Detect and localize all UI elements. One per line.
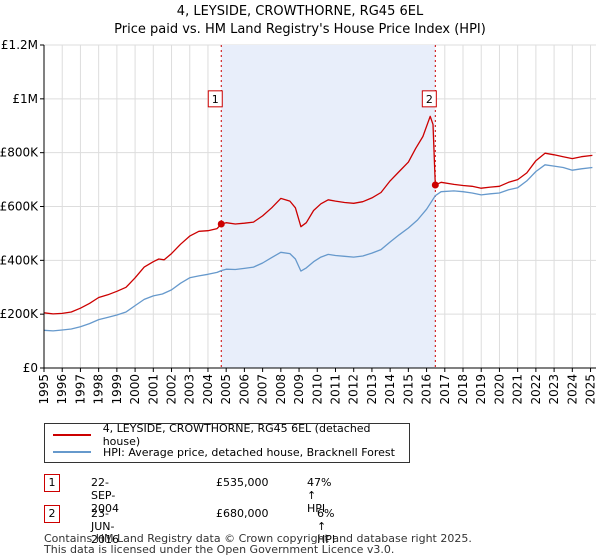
sale-point [217,220,225,228]
x-tick-label: 2004 [201,374,215,405]
x-tick-label: 2000 [128,374,142,405]
x-tick-label: 1995 [37,374,51,405]
sale-price: £680,000 [216,507,269,520]
footer-licence: This data is licensed under the Open Gov… [44,543,395,556]
sale-point [431,181,439,189]
sale-hpi-change: 6% ↑ HPI [317,507,336,546]
y-tick-label: £0 [23,361,38,375]
x-tick-label: 2015 [401,374,415,405]
footer-copyright: Contains HM Land Registry data © Crown c… [44,532,472,545]
ownership-shading [221,45,436,368]
chart-axes: £0 £200K £400K £600K £800K £1M £1.2M 1995 1996 19… [0,38,598,405]
property-price-line [43,115,593,315]
x-tick-label: 2011 [328,374,342,405]
sale-marker-label: 1 [212,93,219,106]
legend-swatch-hpi [53,451,91,453]
y-tick-label: £400K [0,253,39,267]
legend-swatch-property [53,434,91,436]
x-tick-label: 2017 [438,374,452,405]
sale-marker-box [421,90,437,108]
hpi-line [43,164,593,332]
chart-subtitle: Price paid vs. HM Land Registry's House … [114,22,486,37]
legend-label-hpi: HPI: Average price, detached house, Brac… [103,445,395,459]
x-tick-label: 1997 [73,374,87,405]
sale-number-badge: 1 [44,474,60,492]
sale-price: £535,000 [216,476,269,489]
x-tick-label: 2022 [529,374,543,405]
x-tick-label: 2007 [256,374,270,405]
x-tick-label: 2002 [165,374,179,405]
sale-number-badge: 2 [44,505,60,523]
y-tick-label: £800K [0,146,39,160]
x-tick-label: 2021 [511,374,525,405]
x-tick-label: 2019 [474,374,488,405]
x-tick-label: 2020 [492,374,506,405]
x-tick-label: 2012 [347,374,361,405]
sale-date: 22-SEP-2004 [91,476,119,515]
x-tick-label: 2001 [146,374,160,405]
x-tick-label: 2014 [383,374,397,405]
legend-item-property: 4, LEYSIDE, CROWTHORNE, RG45 6EL (detach… [53,422,409,448]
legend-item-hpi: HPI: Average price, detached house, Brac… [53,444,395,460]
x-tick-label: 2005 [219,374,233,405]
x-tick-label: 2018 [456,374,470,405]
x-tick-label: 1999 [110,374,124,405]
x-tick-label: 1996 [55,374,69,405]
chart-title: 4, LEYSIDE, CROWTHORNE, RG45 6EL [176,4,424,19]
x-tick-label: 2023 [547,374,561,405]
x-tick-label: 2025 [584,374,598,405]
x-tick-label: 2008 [274,374,288,405]
sale-marker-box [207,90,223,108]
sale-hpi-change: 47% ↑ HPI [307,476,332,515]
x-tick-label: 2006 [237,374,251,405]
x-tick-label: 1998 [92,374,106,405]
y-tick-label: £1.2M [1,38,38,52]
x-tick-label: 2009 [292,374,306,405]
legend: 4, LEYSIDE, CROWTHORNE, RG45 6EL (detach… [44,422,410,463]
chart-series [43,115,593,332]
y-tick-label: £1M [12,92,38,106]
x-tick-label: 2016 [420,374,434,405]
x-tick-label: 2013 [365,374,379,405]
sale-marker-label: 2 [426,93,433,106]
y-tick-label: £600K [0,200,39,214]
x-tick-label: 2003 [183,374,197,405]
sale-date: 23-JUN-2016 [91,507,119,546]
legend-label-property: 4, LEYSIDE, CROWTHORNE, RG45 6EL (detach… [102,422,371,448]
shaded-period [220,45,436,368]
x-tick-label: 2010 [310,374,324,405]
x-tick-label: 2024 [565,374,579,405]
y-tick-label: £200K [0,307,39,321]
